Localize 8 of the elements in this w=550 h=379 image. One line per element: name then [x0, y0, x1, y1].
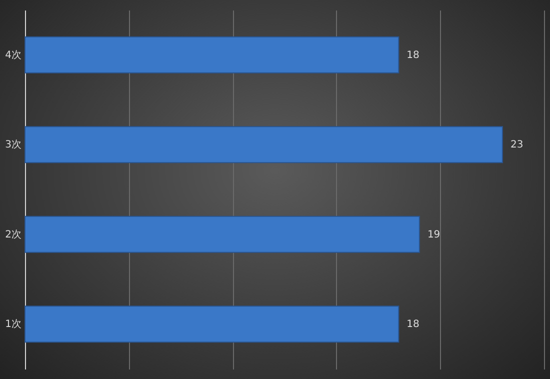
y-tick-label: 1次	[5, 319, 22, 330]
data-label: 18	[406, 50, 420, 61]
y-tick-label: 2次	[5, 229, 22, 240]
data-label: 19	[427, 229, 440, 240]
y-tick-label: 4次	[5, 50, 22, 61]
y-tick-label: 3次	[5, 140, 22, 151]
data-label: 23	[510, 140, 524, 151]
data-label: 18	[406, 319, 420, 330]
